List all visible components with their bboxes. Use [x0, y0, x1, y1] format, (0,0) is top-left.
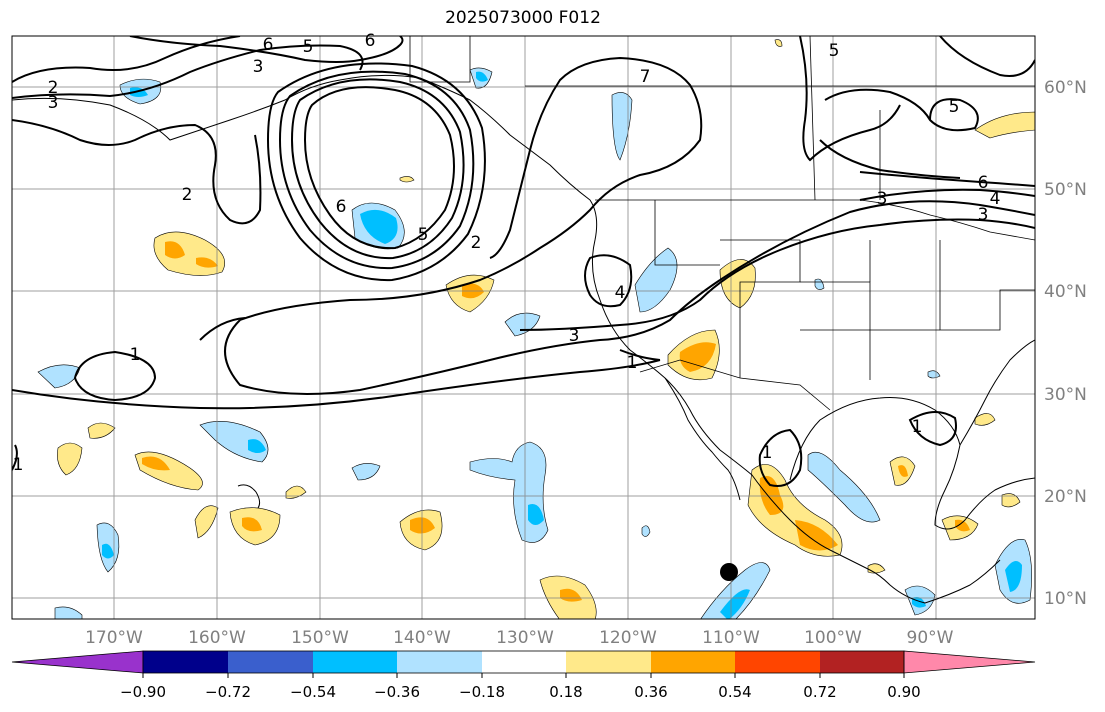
contour-label: 3: [253, 57, 264, 77]
colorbar-tick-label: 0.90: [887, 683, 920, 701]
colorbar-segment: [482, 651, 566, 673]
colorbar-segment: [566, 651, 651, 673]
lon-tick-label: 150°W: [291, 628, 349, 648]
colorbar-tick-label: −0.90: [120, 683, 166, 701]
contour-label: 5: [418, 225, 429, 245]
contour-label: 6: [263, 35, 274, 55]
contour-label: 5: [303, 37, 314, 57]
colorbar-segment: [735, 651, 820, 673]
lon-tick-label: 110°W: [702, 628, 760, 648]
colorbar-extend-min: [11, 650, 144, 674]
longitude-axis: 170°W 160°W 150°W 140°W 130°W 120°W 110°…: [85, 628, 954, 648]
contour-label: 4: [990, 189, 1001, 209]
lon-tick-label: 160°W: [188, 628, 246, 648]
contour-label: 1: [912, 417, 923, 437]
colorbar-segment: [820, 651, 904, 673]
colorbar-tick-label: −0.18: [459, 683, 505, 701]
contour-label: 2: [471, 233, 482, 253]
colorbar-segment: [651, 651, 735, 673]
lat-tick-label: 40°N: [1044, 282, 1087, 302]
colorbar-tick-label: 0.36: [634, 683, 667, 701]
lon-tick-label: 100°W: [804, 628, 862, 648]
lon-tick-label: 90°W: [907, 628, 954, 648]
colorbar-tick-label: 0.54: [718, 683, 751, 701]
map-title: 2025073000 F012: [445, 8, 601, 28]
positive-anomaly-shading: [57, 39, 1035, 619]
lon-tick-label: 120°W: [599, 628, 657, 648]
storm-position-marker: [720, 563, 738, 581]
lon-tick-label: 170°W: [85, 628, 143, 648]
colorbar-segment: [228, 651, 313, 673]
contour-label: 3: [48, 93, 59, 113]
colorbar-extend-max: [903, 650, 1036, 674]
map-frame: [11, 35, 1036, 620]
contour-label: 1: [130, 345, 141, 365]
contour-label: 1: [13, 455, 24, 475]
contour-label: 7: [640, 67, 651, 87]
colorbar-segment: [397, 651, 482, 673]
lat-tick-label: 10°N: [1044, 589, 1087, 609]
contour-lines: [12, 36, 1035, 487]
colorbar-tick-label: −0.54: [290, 683, 336, 701]
colorbar-tick-label: −0.72: [205, 683, 251, 701]
contour-label: 1: [627, 353, 638, 373]
lon-tick-label: 130°W: [496, 628, 554, 648]
contour-label: 2: [48, 78, 59, 98]
lat-tick-label: 20°N: [1044, 487, 1087, 507]
lat-tick-label: 50°N: [1044, 180, 1087, 200]
contour-label: 3: [877, 189, 888, 209]
latitude-axis: 60°N 50°N 40°N 30°N 20°N 10°N: [1044, 78, 1087, 609]
contour-label: 1: [762, 443, 773, 463]
contour-label: 6: [365, 31, 376, 51]
political-borders: [409, 36, 1035, 411]
coastlines: [12, 74, 1035, 604]
contour-label-group: 6 5 6 3 2 3 2 6 5 2 7 5 5 6 3 4 3 4 3 1 …: [13, 31, 1001, 475]
colorbar-segment: [313, 651, 397, 673]
lat-tick-label: 30°N: [1044, 385, 1087, 405]
contour-label: 5: [949, 97, 960, 117]
contour-label: 4: [615, 283, 626, 303]
contour-label: 6: [978, 173, 989, 193]
colorbar: −0.90 −0.72 −0.54 −0.36 −0.18 0.18 0.36 …: [11, 650, 1036, 701]
contour-label: 2: [182, 185, 193, 205]
negative-anomaly-shading: [37, 67, 1032, 619]
colorbar-tick-label: 0.18: [549, 683, 582, 701]
colorbar-tick-label: −0.36: [374, 683, 420, 701]
contour-label: 6: [336, 197, 347, 217]
contour-label: 3: [978, 205, 989, 225]
graticule: [12, 36, 1035, 619]
contour-label: 3: [569, 326, 580, 346]
contour-label: 5: [829, 41, 840, 61]
lat-tick-label: 60°N: [1044, 78, 1087, 98]
lon-tick-label: 140°W: [393, 628, 451, 648]
colorbar-segment: [143, 651, 228, 673]
colorbar-tick-label: 0.72: [803, 683, 836, 701]
